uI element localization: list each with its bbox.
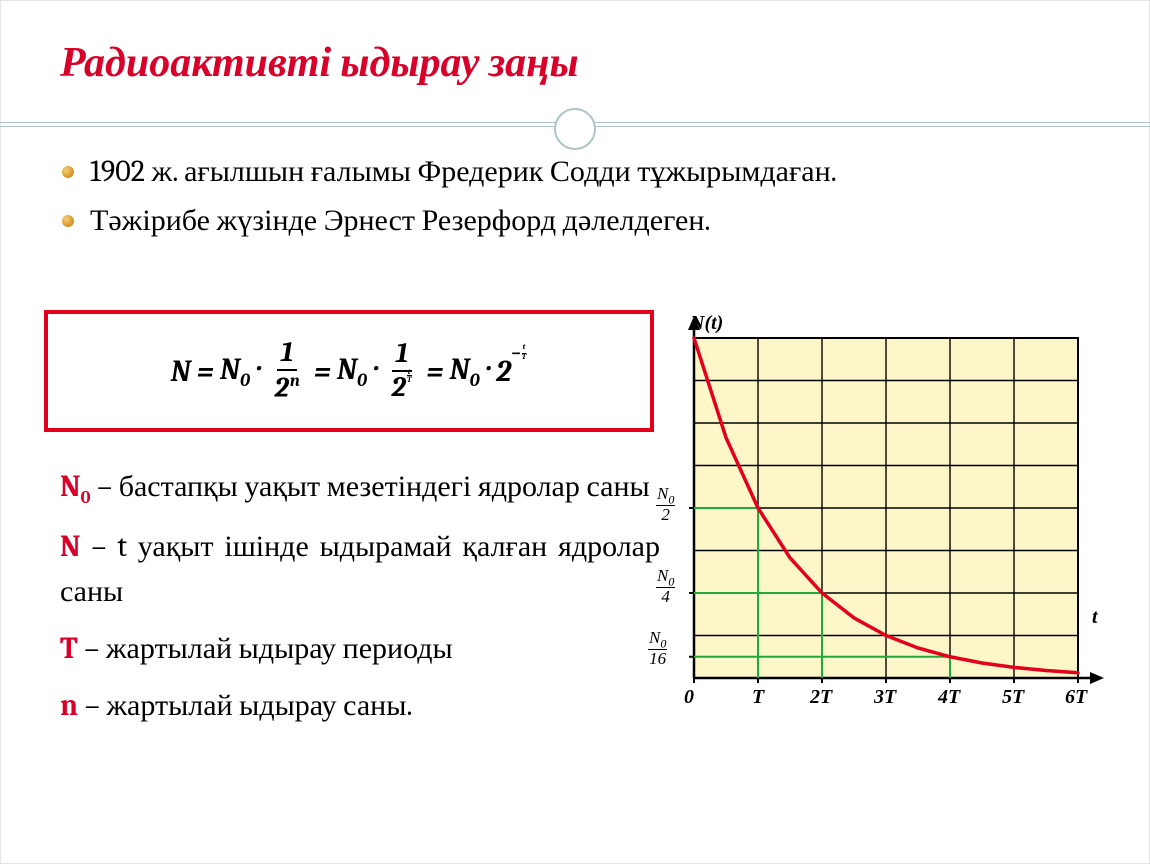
definition-item: n – жартылай ыдырау саны.: [60, 683, 660, 728]
var-n0: N0: [337, 352, 367, 391]
x-tick-label: 2T: [810, 686, 832, 709]
y-axis-label: N(t): [690, 312, 723, 335]
decay-chart: N(t) t N02 N04 N016 0 T 2T 3T 4T 5T 6T: [660, 316, 1110, 716]
var-n: N: [171, 354, 191, 389]
dot: ·: [256, 354, 260, 389]
y-tick-label-sixteenth: N016: [648, 628, 667, 667]
slide-title: Радиоактивті ыдырау заңы: [60, 38, 1090, 87]
y-tick-label-half: N02: [656, 484, 675, 523]
dot: ·: [373, 354, 377, 389]
fraction-2: 1 2tT: [388, 338, 417, 405]
bullet-list: 1902 ж. ағылшын ғалымы Фредерик Содди тұ…: [60, 152, 1090, 249]
var-n0: N0: [450, 352, 480, 391]
definition-text: – жартылай ыдырау периоды: [78, 631, 453, 666]
fraction-1: 1 2n: [270, 337, 303, 406]
x-tick-label: 5T: [1002, 686, 1024, 709]
definition-item: N – t уақыт ішінде ыдырамай қалған ядрол…: [60, 524, 660, 614]
dot: ·: [486, 354, 490, 389]
definition-text: – бастапқы уақыт мезетіндегі ядролар сан…: [91, 469, 650, 504]
x-tick-label: 3T: [874, 686, 896, 709]
eq-sign: =: [314, 354, 331, 389]
chart-svg: [660, 316, 1110, 716]
formula-box: N = N0 · 1 2n = N0 · 1 2tT = N0 · 2−tT: [44, 310, 654, 432]
bullet-item: 1902 ж. ағылшын ғалымы Фредерик Содди тұ…: [60, 152, 1090, 193]
x-axis-label: t: [1092, 606, 1098, 629]
circle-ornament: [554, 108, 596, 150]
definition-text: – t уақыт ішінде ыдырамай қалған ядролар…: [60, 529, 660, 609]
formula-equation: N = N0 · 1 2n = N0 · 1 2tT = N0 · 2−tT: [171, 337, 528, 406]
x-tick-label: 4T: [938, 686, 960, 709]
x-tick-label: 6T: [1065, 686, 1087, 709]
definition-term: N0: [60, 469, 91, 504]
definition-item: N0 – бастапқы уақыт мезетіндегі ядролар …: [60, 464, 660, 512]
eq-sign: =: [197, 354, 214, 389]
bullet-item: Тәжірибе жүзінде Эрнест Резерфорд дәлелд…: [60, 201, 1090, 242]
definition-term: n: [60, 688, 78, 723]
var-n0: N0: [220, 352, 250, 391]
definition-item: T – жартылай ыдырау периоды: [60, 626, 660, 671]
definition-term: T: [60, 631, 78, 666]
x-tick-label: 0: [684, 686, 694, 709]
y-tick-label-quarter: N04: [656, 566, 675, 605]
definitions-list: N0 – бастапқы уақыт мезетіндегі ядролар …: [60, 464, 660, 740]
definition-text: – жартылай ыдырау саны.: [78, 688, 412, 723]
power-term: 2−tT: [496, 354, 527, 389]
x-tick-label: T: [752, 686, 764, 709]
slide: Радиоактивті ыдырау заңы 1902 ж. ағылшын…: [0, 0, 1150, 864]
eq-sign: =: [426, 354, 443, 389]
definition-term: N: [60, 529, 81, 564]
